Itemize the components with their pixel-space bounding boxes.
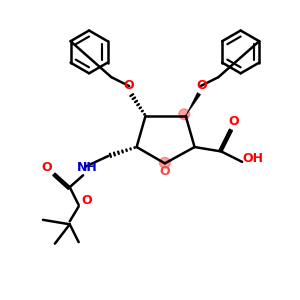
Text: O: O bbox=[160, 165, 170, 178]
Circle shape bbox=[160, 158, 170, 168]
Text: NH: NH bbox=[77, 161, 98, 174]
Text: O: O bbox=[41, 161, 52, 174]
Text: OH: OH bbox=[242, 152, 263, 165]
Text: O: O bbox=[123, 79, 134, 92]
Circle shape bbox=[179, 109, 190, 120]
Text: O: O bbox=[228, 115, 238, 128]
Polygon shape bbox=[186, 92, 201, 116]
Text: O: O bbox=[82, 194, 92, 206]
Text: O: O bbox=[196, 79, 207, 92]
